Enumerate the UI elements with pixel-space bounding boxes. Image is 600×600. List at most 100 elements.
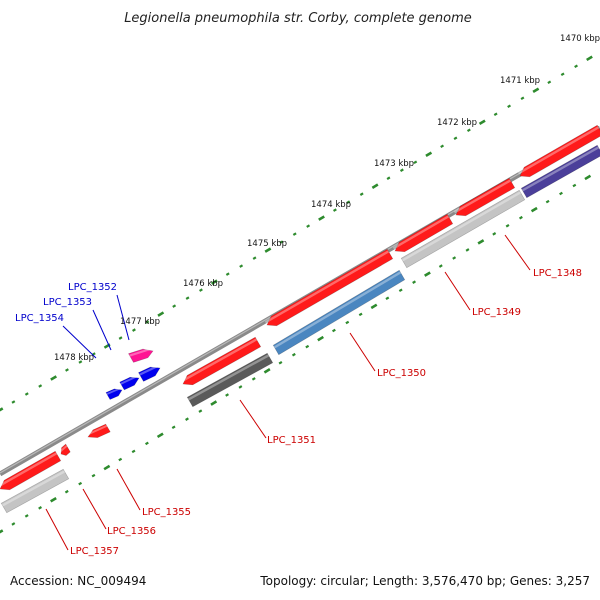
- reverse-tick-dot: [144, 441, 149, 446]
- tick-label: 1477 kbp: [120, 317, 160, 327]
- reverse-tick-dot: [385, 296, 390, 301]
- forward-tick-dot: [185, 296, 190, 300]
- reverse-tick-dot: [278, 360, 283, 365]
- forward-tick-dot: [346, 200, 351, 204]
- forward-tick-dot: [332, 208, 337, 212]
- reverse-tick-dot: [225, 393, 230, 397]
- map-title: Legionella pneumophila str. Corby, compl…: [124, 11, 472, 26]
- gene-label-lpc_1352: LPC_1352: [68, 282, 117, 293]
- forward-tick-dot: [440, 144, 445, 148]
- feature-cds: [264, 248, 394, 327]
- reverse-tick-dot: [198, 409, 203, 413]
- reverse-tick-dot: [477, 239, 485, 245]
- forward-tick-dot: [532, 87, 540, 94]
- feature-cds-small: [59, 443, 71, 456]
- tick-label: 1475 kbp: [247, 239, 287, 249]
- reverse-tick-dot: [263, 368, 271, 374]
- forward-tick-dot: [386, 176, 391, 180]
- forward-tick-dot: [239, 264, 244, 268]
- forward-tick-dot: [65, 368, 69, 372]
- feature-ncrna: [128, 347, 154, 363]
- leader-line-lpc_1349: [444, 271, 471, 311]
- labels: 1470 kbp 1471 kbp 1472 kbp 1473 kbp 1474 kbp…: [15, 34, 600, 557]
- forward-tick-dot: [199, 288, 203, 292]
- tick-label: 1478 kbp: [54, 353, 94, 363]
- reverse-tick-dot: [171, 425, 176, 430]
- tick-label: 1471 kbp: [500, 76, 540, 86]
- forward-tick-dot: [132, 328, 136, 332]
- feature-navy-highlight: [521, 146, 600, 192]
- forward-tick-dot: [252, 256, 257, 260]
- gene-label-lpc_1357: LPC_1357: [70, 546, 119, 557]
- label-leader-lines: [45, 234, 531, 551]
- feature-cds-body: [182, 336, 262, 386]
- reverse-tick-dot: [559, 191, 563, 196]
- reverse-tick-dot: [331, 328, 336, 333]
- reverse-tick-dot: [398, 288, 403, 293]
- forward-tick-dot: [50, 375, 58, 381]
- reverse-tick-dot: [91, 473, 96, 478]
- forward-tick-dot: [453, 136, 458, 140]
- feature-dark-body: [186, 352, 274, 408]
- forward-tick-dot: [574, 64, 578, 69]
- topology-text: Topology: circular; Length: 3,576,470 bp…: [260, 574, 590, 588]
- feature-cds-highlight: [392, 215, 450, 250]
- forward-tick-dot: [118, 336, 123, 340]
- reverse-tick-dot: [50, 496, 57, 503]
- feature-gray-body: [0, 468, 70, 514]
- feature-dark-highlight: [187, 354, 270, 401]
- gene-label-lpc_1350: LPC_1350: [377, 368, 426, 379]
- feature-cds: [517, 124, 600, 178]
- forward-tick-dot: [225, 272, 230, 276]
- reverse-tick-dot: [317, 335, 324, 342]
- feature-ncrna-body: [128, 348, 154, 363]
- reverse-tick-dot: [291, 352, 296, 357]
- feature-cds-body: [0, 450, 62, 491]
- reverse-tick-dot: [584, 174, 592, 181]
- forward-tick-dot: [0, 407, 4, 412]
- feature-cds-body: [394, 213, 454, 253]
- feature-gray-highlight: [401, 191, 522, 262]
- tick-label: 1474 kbp: [311, 200, 351, 210]
- reverse-tick-dot: [370, 303, 378, 310]
- feature-cds-small: [86, 423, 111, 438]
- tick-dot-tracks: [0, 55, 593, 534]
- tick-label: 1473 kbp: [374, 159, 414, 169]
- forward-tick-dot: [371, 183, 379, 189]
- feature-navy: [520, 144, 600, 199]
- forward-tick-dot: [279, 240, 284, 244]
- forward-tick-dot: [547, 80, 552, 85]
- feature-cds-body: [266, 248, 394, 327]
- leader-line-lpc_1348: [504, 234, 531, 271]
- forward-tick-dot: [172, 304, 177, 308]
- forward-tick-dot: [478, 119, 486, 125]
- feature-trna-body: [138, 366, 161, 382]
- forward-tick-dot: [38, 384, 43, 388]
- forward-tick-dot: [560, 72, 565, 77]
- gene-label-lpc_1354: LPC_1354: [15, 313, 64, 324]
- leader-line-lpc_1352: [116, 294, 130, 341]
- forward-tick-dot: [145, 320, 150, 324]
- feature-trna-body: [119, 376, 140, 391]
- forward-tick-dot: [586, 55, 593, 62]
- feature-steel-highlight: [273, 271, 402, 349]
- feature-cds: [392, 213, 454, 253]
- feature-cds-highlight: [264, 250, 390, 324]
- reverse-tick-dot: [505, 223, 510, 228]
- feature-gray-highlight: [1, 470, 66, 507]
- feature-cds-small-body: [87, 423, 111, 438]
- feature-gray-body: [400, 189, 526, 269]
- reverse-tick-dot: [465, 248, 470, 252]
- reverse-tick-dot: [118, 457, 123, 462]
- feature-cds-small-highlight: [86, 424, 108, 436]
- reverse-tick-dot: [452, 256, 457, 260]
- feature-cds-body: [519, 124, 600, 178]
- gene-label-lpc_1348: LPC_1348: [533, 268, 582, 279]
- reverse-tick-dot: [412, 280, 417, 284]
- reverse-tick-dot: [345, 320, 350, 325]
- forward-tick-dot: [466, 128, 471, 132]
- forward-tick-dot: [210, 279, 218, 285]
- forward-tick-dot: [318, 215, 325, 221]
- feature-ncrna-highlight: [129, 347, 152, 357]
